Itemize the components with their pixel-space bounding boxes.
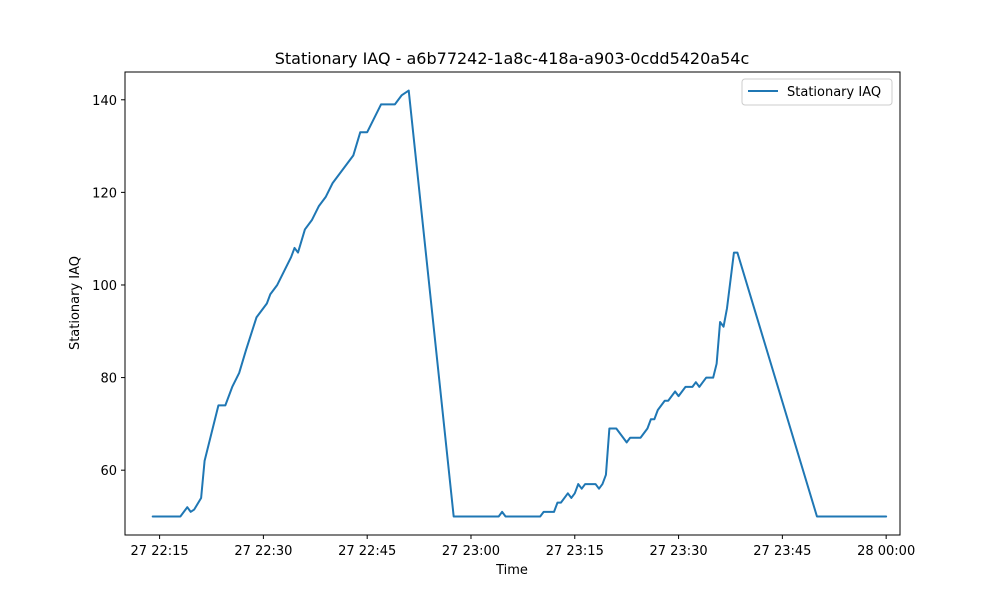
y-axis-label: Stationary IAQ xyxy=(68,256,83,350)
chart-title: Stationary IAQ - a6b77242-1a8c-418a-a903… xyxy=(275,49,750,68)
x-axis-ticks: 27 22:15 27 22:30 27 22:45 27 23:00 27 23:15… xyxy=(131,535,915,559)
y-tick-label: 140 xyxy=(92,94,117,109)
y-axis-ticks: 60 80 100 120 140 xyxy=(92,94,125,479)
x-axis-label: Time xyxy=(495,563,528,578)
legend-box xyxy=(741,78,893,106)
x-tick-label: 27 23:00 xyxy=(442,544,500,559)
series-line xyxy=(151,89,888,518)
y-tick-label: 80 xyxy=(100,372,117,387)
y-tick-label: 60 xyxy=(100,464,117,479)
x-tick-label: 28 00:00 xyxy=(857,544,915,559)
x-tick-label: 27 22:45 xyxy=(338,544,396,559)
y-tick-label: 100 xyxy=(92,279,117,294)
x-tick-label: 27 22:30 xyxy=(234,544,292,559)
x-tick-label: 27 23:15 xyxy=(546,544,604,559)
x-tick-label: 27 23:45 xyxy=(753,544,811,559)
legend-label: Stationary IAQ xyxy=(787,85,881,100)
legend: Stationary IAQ xyxy=(741,78,893,106)
series-layer xyxy=(151,89,888,518)
x-tick-label: 27 22:15 xyxy=(131,544,189,559)
plot-area-frame xyxy=(124,71,901,536)
y-tick-label: 120 xyxy=(92,186,117,201)
x-tick-label: 27 23:30 xyxy=(650,544,708,559)
